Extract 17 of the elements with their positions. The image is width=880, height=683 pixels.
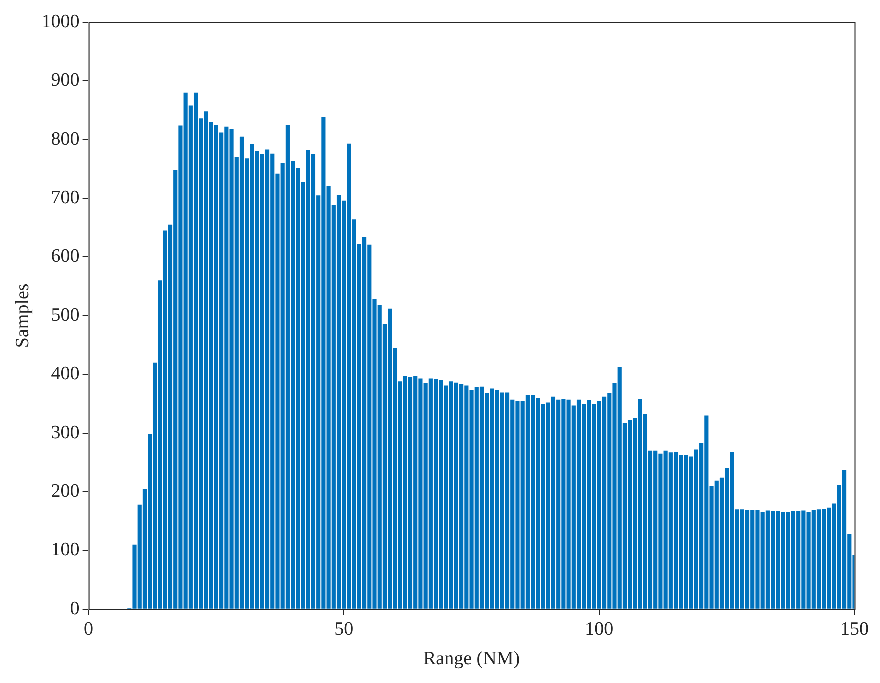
x-tick-label: 100 <box>585 618 614 640</box>
y-tick-label: 100 <box>51 540 80 561</box>
y-tick-label: 600 <box>51 246 80 268</box>
y-tick-label: 900 <box>51 70 80 92</box>
y-tick-label: 500 <box>51 304 80 326</box>
x-tick-label: 50 <box>334 618 354 640</box>
y-tick-label: 200 <box>51 480 80 502</box>
x-tick-label: 0 <box>84 618 94 640</box>
y-tick-label: 700 <box>51 187 80 208</box>
x-tick-label: 150 <box>840 618 869 640</box>
y-tick-label: 400 <box>51 364 80 385</box>
x-axis-title: Range (NM) <box>423 648 520 670</box>
y-tick-label: 0 <box>70 598 80 620</box>
y-tick-label: 1000 <box>42 11 80 32</box>
y-tick-label: 800 <box>51 128 80 150</box>
y-tick-label: 300 <box>51 422 80 444</box>
y-axis-title: Samples <box>12 284 34 348</box>
